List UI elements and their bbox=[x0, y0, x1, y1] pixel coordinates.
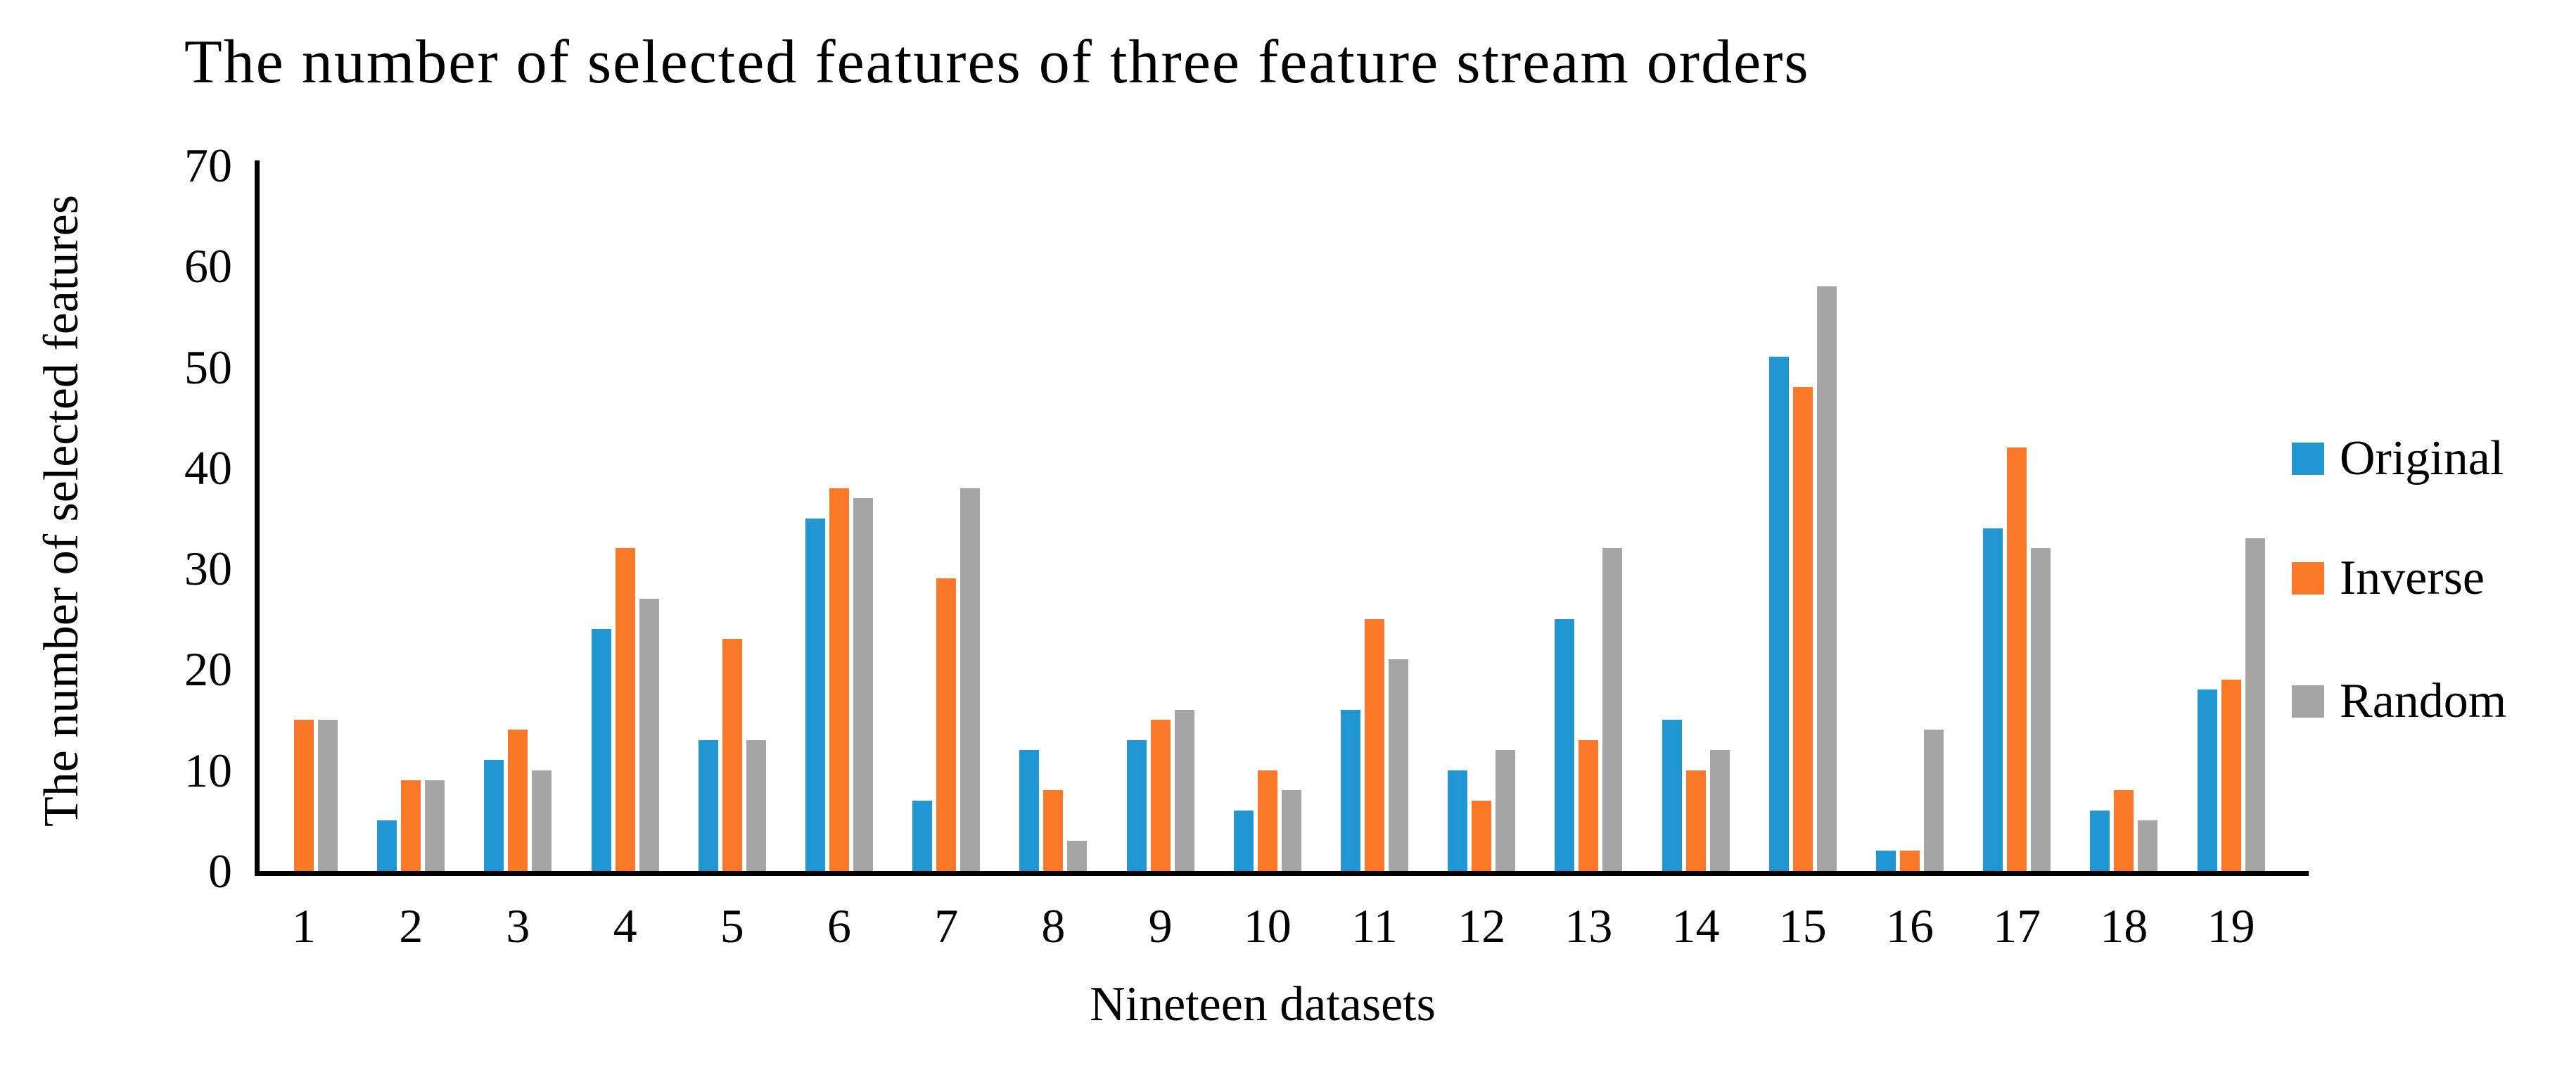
bar-random-12 bbox=[1496, 750, 1516, 871]
x-tick-label-18: 18 bbox=[2100, 899, 2148, 953]
bar-random-3 bbox=[532, 770, 552, 871]
bar-original-14 bbox=[1662, 720, 1682, 871]
x-tick-label-10: 10 bbox=[1243, 899, 1292, 953]
bar-random-1 bbox=[318, 720, 338, 871]
bar-inverse-5 bbox=[722, 639, 742, 871]
x-tick-label-19: 19 bbox=[2207, 899, 2255, 953]
bar-random-17 bbox=[2031, 548, 2051, 871]
bar-inverse-8 bbox=[1043, 790, 1064, 871]
bar-original-9 bbox=[1126, 739, 1147, 871]
legend-item-random: Random bbox=[2292, 673, 2506, 730]
bar-random-5 bbox=[746, 739, 766, 871]
bar-original-16 bbox=[1876, 851, 1896, 871]
legend-item-inverse: Inverse bbox=[2292, 550, 2485, 606]
bar-original-6 bbox=[805, 518, 825, 871]
chart-title: The number of selected features of three… bbox=[184, 28, 1810, 96]
bar-original-3 bbox=[484, 760, 504, 871]
x-axis-title: Nineteen datasets bbox=[1090, 977, 1436, 1031]
bar-random-14 bbox=[1709, 750, 1730, 871]
bar-original-11 bbox=[1341, 709, 1360, 871]
x-tick-label-14: 14 bbox=[1671, 899, 1720, 953]
bar-random-7 bbox=[960, 488, 981, 871]
x-tick-label-13: 13 bbox=[1564, 899, 1613, 953]
x-tick-label-17: 17 bbox=[1993, 899, 2041, 953]
bar-inverse-4 bbox=[615, 548, 635, 871]
bar-original-10 bbox=[1233, 811, 1254, 871]
y-tick-label-30: 30 bbox=[184, 542, 232, 596]
bar-inverse-3 bbox=[508, 730, 528, 871]
bar-random-10 bbox=[1281, 790, 1301, 871]
bar-inverse-16 bbox=[1900, 851, 1920, 871]
bar-inverse-15 bbox=[1792, 387, 1813, 871]
x-tick-label-11: 11 bbox=[1351, 899, 1398, 953]
x-tick-label-2: 2 bbox=[399, 899, 423, 953]
inverse-swatch-icon bbox=[2292, 562, 2324, 595]
x-tick-label-12: 12 bbox=[1458, 899, 1506, 953]
y-tick-label-10: 10 bbox=[184, 743, 232, 797]
bar-original-19 bbox=[2197, 690, 2217, 871]
bar-original-12 bbox=[1448, 770, 1468, 871]
bar-original-7 bbox=[912, 800, 933, 871]
bar-inverse-6 bbox=[829, 488, 849, 871]
y-tick-label-60: 60 bbox=[184, 239, 232, 293]
bar-inverse-19 bbox=[2221, 679, 2241, 871]
legend-label-random: Random bbox=[2340, 674, 2507, 728]
bar-random-16 bbox=[1924, 730, 1944, 871]
y-tick-label-50: 50 bbox=[184, 340, 232, 394]
x-tick-label-15: 15 bbox=[1778, 899, 1827, 953]
bar-random-11 bbox=[1389, 659, 1408, 871]
bar-original-2 bbox=[377, 820, 397, 871]
x-tick-label-9: 9 bbox=[1148, 899, 1173, 953]
bar-inverse-17 bbox=[2007, 447, 2027, 871]
bar-random-4 bbox=[639, 599, 659, 871]
legend-label-inverse: Inverse bbox=[2340, 551, 2485, 605]
x-tick-label-7: 7 bbox=[934, 899, 959, 953]
y-axis-title: The number of selected features bbox=[34, 195, 89, 827]
random-swatch-icon bbox=[2292, 685, 2324, 718]
y-tick-label-40: 40 bbox=[184, 440, 232, 495]
x-axis-line bbox=[255, 871, 2309, 876]
bar-original-18 bbox=[2090, 811, 2110, 871]
bar-original-5 bbox=[698, 739, 718, 871]
bar-original-17 bbox=[1983, 528, 2003, 871]
x-tick-label-6: 6 bbox=[827, 899, 851, 953]
x-tick-label-1: 1 bbox=[292, 899, 316, 953]
bar-random-8 bbox=[1067, 841, 1088, 871]
bar-inverse-18 bbox=[2114, 790, 2134, 871]
legend-item-original: Original bbox=[2292, 431, 2504, 487]
y-axis-line bbox=[255, 160, 260, 876]
x-tick-label-4: 4 bbox=[613, 899, 637, 953]
bar-inverse-10 bbox=[1257, 770, 1277, 871]
bar-original-4 bbox=[591, 629, 611, 871]
bar-random-9 bbox=[1174, 709, 1194, 871]
x-tick-label-8: 8 bbox=[1041, 899, 1066, 953]
bar-inverse-14 bbox=[1685, 770, 1706, 871]
bar-original-8 bbox=[1019, 750, 1040, 871]
bar-random-19 bbox=[2245, 538, 2265, 871]
bar-inverse-13 bbox=[1579, 739, 1599, 871]
bar-inverse-2 bbox=[401, 780, 421, 871]
y-tick-label-0: 0 bbox=[208, 844, 232, 898]
bar-inverse-9 bbox=[1150, 720, 1171, 871]
bar-random-2 bbox=[425, 780, 445, 871]
legend-label-original: Original bbox=[2340, 431, 2504, 485]
y-tick-label-70: 70 bbox=[184, 139, 232, 192]
bar-original-15 bbox=[1768, 357, 1789, 871]
bar-inverse-1 bbox=[294, 720, 314, 871]
bar-random-13 bbox=[1602, 548, 1623, 871]
bar-original-13 bbox=[1555, 618, 1575, 871]
bar-inverse-11 bbox=[1365, 618, 1384, 871]
x-tick-label-3: 3 bbox=[506, 899, 530, 953]
x-tick-label-5: 5 bbox=[720, 899, 744, 953]
bar-inverse-7 bbox=[936, 578, 957, 871]
bar-inverse-12 bbox=[1472, 800, 1492, 871]
y-tick-label-20: 20 bbox=[184, 642, 232, 697]
x-tick-label-16: 16 bbox=[1886, 899, 1934, 953]
bar-random-15 bbox=[1816, 286, 1837, 871]
bar-random-6 bbox=[853, 497, 873, 871]
original-swatch-icon bbox=[2292, 443, 2324, 475]
bar-random-18 bbox=[2138, 820, 2158, 871]
